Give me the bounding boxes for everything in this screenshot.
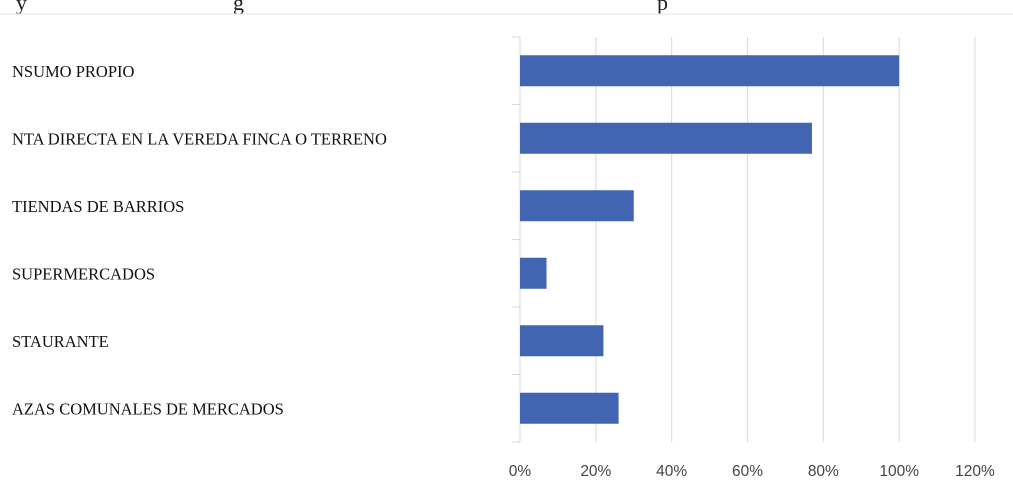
- x-tick-label-40: 40%: [656, 463, 687, 480]
- chart-header: y g p: [16, 0, 668, 15]
- x-tick-label-100: 100%: [879, 463, 919, 480]
- category-labels: NSUMO PROPIO NTA DIRECTA EN LA VEREDA FIN…: [12, 62, 387, 419]
- bar-5: [520, 325, 604, 357]
- category-label-2: NTA DIRECTA EN LA VEREDA FINCA O TERRENO: [12, 129, 387, 148]
- header-fragment-p: p: [657, 0, 668, 15]
- category-label-5: STAURANTE: [12, 332, 109, 351]
- x-tick-label-60: 60%: [732, 463, 763, 480]
- bar-4: [520, 257, 547, 289]
- x-tick-label-80: 80%: [808, 463, 839, 480]
- x-tick-label-120: 120%: [955, 463, 995, 480]
- category-label-4: SUPERMERCADOS: [12, 264, 155, 283]
- category-label-6: AZAS COMUNALES DE MERCADOS: [12, 399, 284, 418]
- category-label-1: NSUMO PROPIO: [12, 62, 134, 81]
- header-fragment-g: g: [233, 0, 244, 15]
- bar-6: [520, 392, 619, 424]
- bar-1: [520, 55, 900, 87]
- x-tick-label-20: 20%: [580, 463, 611, 480]
- gridlines: [595, 37, 976, 442]
- bar-3: [520, 190, 634, 222]
- bar-series: [520, 55, 900, 424]
- header-fragment-y: y: [16, 0, 27, 15]
- x-tick-label-0: 0%: [509, 463, 532, 480]
- value-axis-tick-labels: 0% 20% 40% 60% 80% 100% 120%: [509, 463, 995, 480]
- bar-2: [520, 122, 812, 154]
- category-label-3: TIENDAS DE BARRIOS: [12, 197, 184, 216]
- category-axis: [512, 36, 521, 443]
